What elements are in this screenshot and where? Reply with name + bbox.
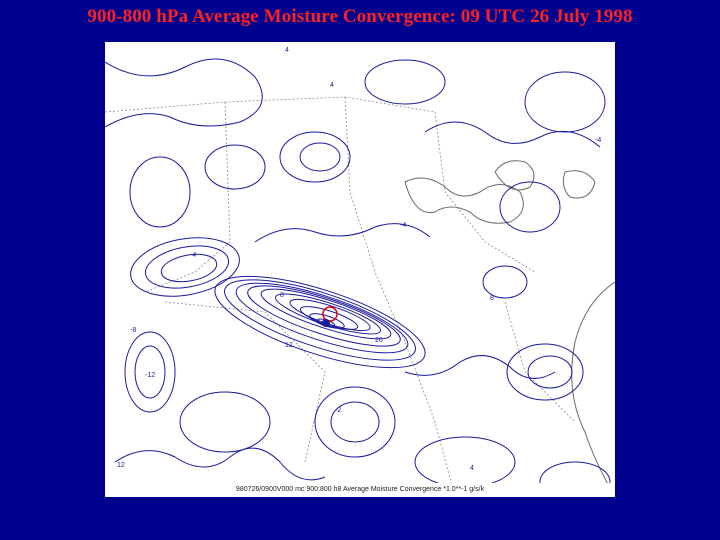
contour-label: 8 — [490, 295, 494, 302]
coastlines-and-lakes — [404, 160, 615, 497]
contour-label: -4 — [190, 252, 196, 259]
moisture-convergence-map: 4 -4 -8 12 -12 8 4 -4 20 8 -2 4 -4 12 98… — [105, 42, 615, 497]
contour-label-group: 4 -4 -8 12 -12 8 4 -4 20 8 -2 4 -4 12 — [117, 47, 601, 472]
contour-label: 12 — [117, 462, 125, 469]
contour-label: 8 — [280, 292, 284, 299]
contour-label: 4 — [330, 82, 334, 89]
contour-label: -4 — [595, 137, 601, 144]
contour-label: 20 — [375, 337, 383, 344]
contour-label: -4 — [400, 222, 406, 229]
contour-label: 4 — [285, 47, 289, 54]
slide-title: 900-800 hPa Average Moisture Convergence… — [87, 6, 633, 27]
contour-label: -2 — [335, 407, 341, 414]
contour-plot: 4 -4 -8 12 -12 8 4 -4 20 8 -2 4 -4 12 — [105, 47, 615, 497]
low-center-marker — [322, 306, 338, 327]
convergence-contours — [105, 58, 611, 497]
contour-label: -8 — [130, 327, 136, 334]
footer-caption: 980726/0900V000 mc 900:800 h8 Average Mo… — [105, 483, 615, 497]
contour-label: 12 — [285, 342, 293, 349]
contour-label: 4 — [470, 465, 474, 472]
contour-label: -12 — [145, 372, 155, 379]
